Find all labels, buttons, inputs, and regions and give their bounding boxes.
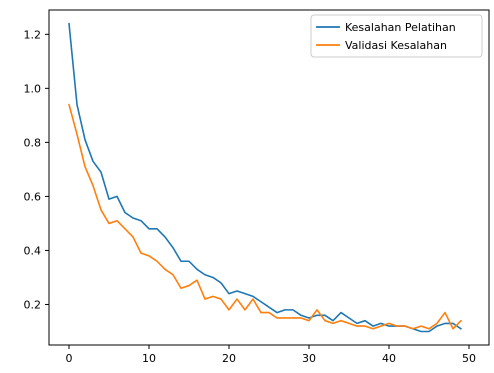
legend-label-1: Validasi Kesalahan	[345, 39, 447, 52]
x-tick-label-1: 10	[142, 352, 156, 365]
axes-frame	[48, 9, 490, 346]
axes-layer: 0 10 20 30 40 50 0.2 0.4 0.6 0.8 1.0 1.2	[24, 9, 490, 365]
x-tick-label-0: 0	[66, 352, 73, 365]
legend: Kesalahan Pelatihan Validasi Kesalahan	[310, 14, 483, 58]
y-tick-label-4: 1.0	[24, 82, 42, 95]
x-tick-label-2: 20	[222, 352, 236, 365]
x-tick-label-5: 50	[462, 352, 476, 365]
plot-area	[68, 22, 462, 333]
y-tick-label-3: 0.8	[24, 136, 42, 149]
x-tick-label-4: 40	[382, 352, 396, 365]
legend-label-0: Kesalahan Pelatihan	[345, 21, 456, 34]
x-tick-label-3: 30	[302, 352, 316, 365]
y-tick-label-2: 0.6	[24, 190, 42, 203]
y-tick-label-5: 1.2	[24, 28, 42, 41]
y-tick-label-1: 0.4	[24, 244, 42, 257]
y-tick-label-0: 0.2	[24, 298, 42, 311]
series-line-1	[68, 103, 462, 330]
legend-box	[310, 14, 483, 58]
